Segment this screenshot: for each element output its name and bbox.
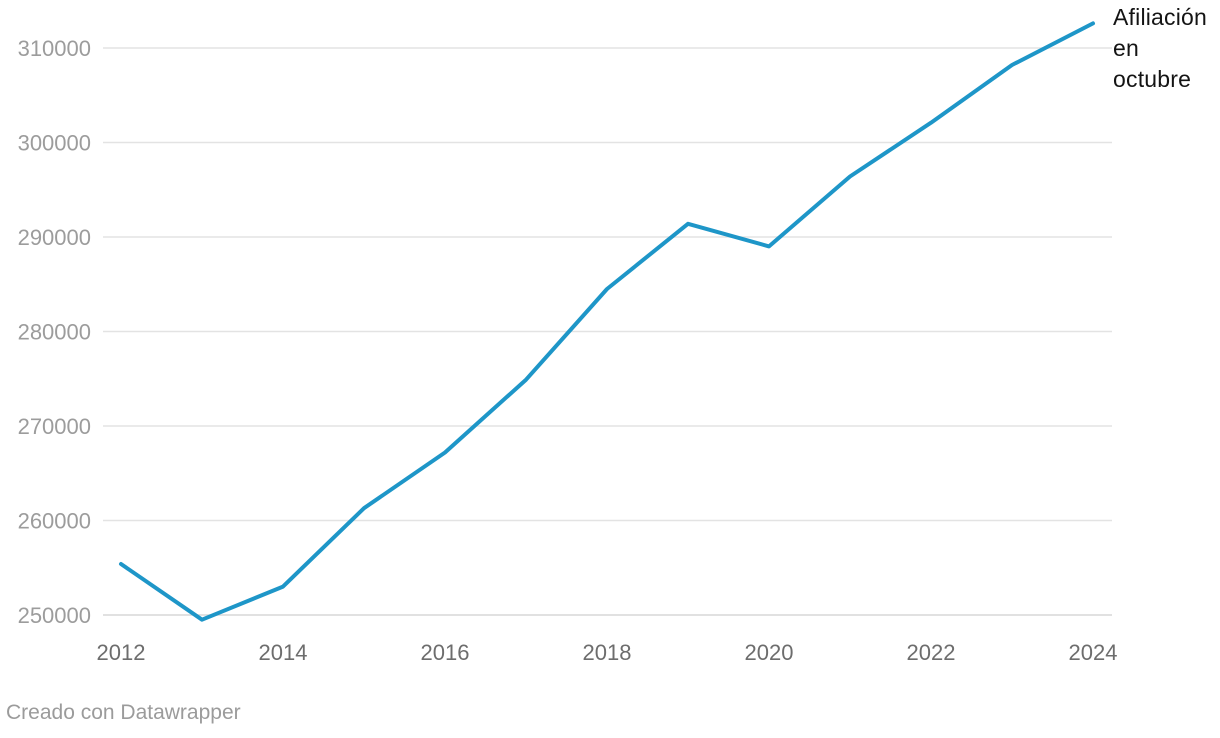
x-tick-label: 2020 bbox=[745, 640, 794, 665]
series-end-label: Afiliación en octubre bbox=[1113, 2, 1220, 95]
x-tick-label: 2012 bbox=[97, 640, 146, 665]
y-tick-label: 260000 bbox=[18, 509, 91, 534]
x-tick-label: 2014 bbox=[259, 640, 308, 665]
x-tick-label: 2024 bbox=[1069, 640, 1118, 665]
y-tick-label: 300000 bbox=[18, 131, 91, 156]
y-tick-label: 270000 bbox=[18, 414, 91, 439]
series-end-label-line: Afiliación bbox=[1113, 4, 1208, 30]
x-tick-label: 2022 bbox=[907, 640, 956, 665]
x-tick-label: 2018 bbox=[583, 640, 632, 665]
series-end-label-line: en bbox=[1113, 35, 1139, 61]
y-tick-label: 290000 bbox=[18, 225, 91, 250]
series-end-label-line: octubre bbox=[1113, 66, 1192, 92]
y-tick-label: 310000 bbox=[18, 36, 91, 61]
y-tick-label: 250000 bbox=[18, 603, 91, 628]
y-tick-label: 280000 bbox=[18, 320, 91, 345]
series-line-afiliacion bbox=[119, 21, 1095, 622]
x-tick-label: 2016 bbox=[421, 640, 470, 665]
datawrapper-attribution: Creado con Datawrapper bbox=[6, 701, 241, 724]
